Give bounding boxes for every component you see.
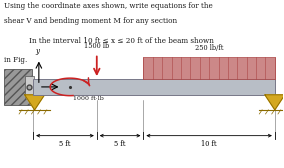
Text: 1000 ft·lb: 1000 ft·lb — [73, 96, 104, 101]
Polygon shape — [25, 95, 45, 110]
Text: x: x — [63, 83, 67, 91]
Bar — [143, 57, 275, 79]
Text: 1500 lb: 1500 lb — [84, 42, 109, 50]
Text: 5 ft: 5 ft — [114, 140, 126, 148]
Polygon shape — [265, 95, 284, 110]
Text: 10 ft: 10 ft — [201, 140, 217, 148]
Bar — [33, 79, 275, 95]
Bar — [25, 76, 34, 98]
Bar — [3, 69, 32, 105]
Text: In the interval 10 ft ≤ x ≤ 20 ft of the beam shown: In the interval 10 ft ≤ x ≤ 20 ft of the… — [29, 37, 214, 45]
Text: Using the coordinate axes shown, write equations for the: Using the coordinate axes shown, write e… — [3, 2, 212, 10]
Text: in Fig.: in Fig. — [3, 56, 27, 64]
Text: shear V and bending moment M for any section: shear V and bending moment M for any sec… — [3, 17, 177, 25]
Text: y: y — [36, 47, 40, 55]
Text: 250 lb/ft: 250 lb/ft — [195, 44, 224, 52]
Text: 5 ft: 5 ft — [59, 140, 71, 148]
